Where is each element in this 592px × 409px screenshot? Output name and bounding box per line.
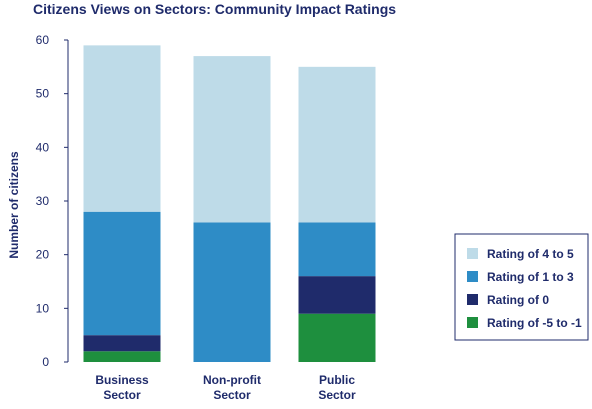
legend-label: Rating of -5 to -1 [487, 316, 582, 330]
x-tick-label: Sector [103, 388, 141, 402]
y-tick-label: 20 [36, 248, 50, 262]
legend-swatch [467, 317, 478, 328]
bar-segment [193, 56, 271, 223]
y-axis: 0 10 20 30 40 50 60 [36, 33, 69, 369]
bar-segment [83, 335, 161, 352]
legend: Rating of 4 to 5 Rating of 1 to 3 Rating o… [454, 233, 589, 341]
y-tick-label: 40 [36, 140, 50, 154]
bar-segment [298, 66, 376, 223]
y-tick-label: 10 [36, 301, 50, 315]
y-tick-label: 50 [36, 87, 50, 101]
bar-segment [298, 276, 376, 314]
bar-segment [193, 222, 271, 362]
x-tick-label: Public [319, 373, 355, 387]
x-axis-labels: BusinessSectorNon-profitSectorPublicSect… [95, 373, 356, 402]
bar-segment [83, 351, 161, 362]
y-tick-label: 0 [42, 355, 49, 369]
bar-segment [83, 211, 161, 336]
y-tick-label: 30 [36, 194, 50, 208]
legend-label: Rating of 1 to 3 [487, 270, 574, 284]
legend-swatch [467, 294, 478, 305]
legend-swatch [467, 271, 478, 282]
bars [83, 45, 376, 362]
bar-segment [298, 222, 376, 277]
legend-label: Rating of 4 to 5 [487, 247, 574, 261]
x-tick-label: Business [95, 373, 149, 387]
legend-swatch [467, 248, 478, 259]
bar-segment [298, 313, 376, 362]
chart-title: Citizens Views on Sectors: Community Imp… [33, 1, 396, 17]
y-axis-label: Number of citizens [7, 151, 21, 259]
x-tick-label: Non-profit [203, 373, 261, 387]
y-tick-label: 60 [36, 33, 50, 47]
legend-label: Rating of 0 [487, 293, 549, 307]
x-tick-label: Sector [213, 388, 251, 402]
bar-segment [83, 45, 161, 212]
x-tick-label: Sector [318, 388, 356, 402]
